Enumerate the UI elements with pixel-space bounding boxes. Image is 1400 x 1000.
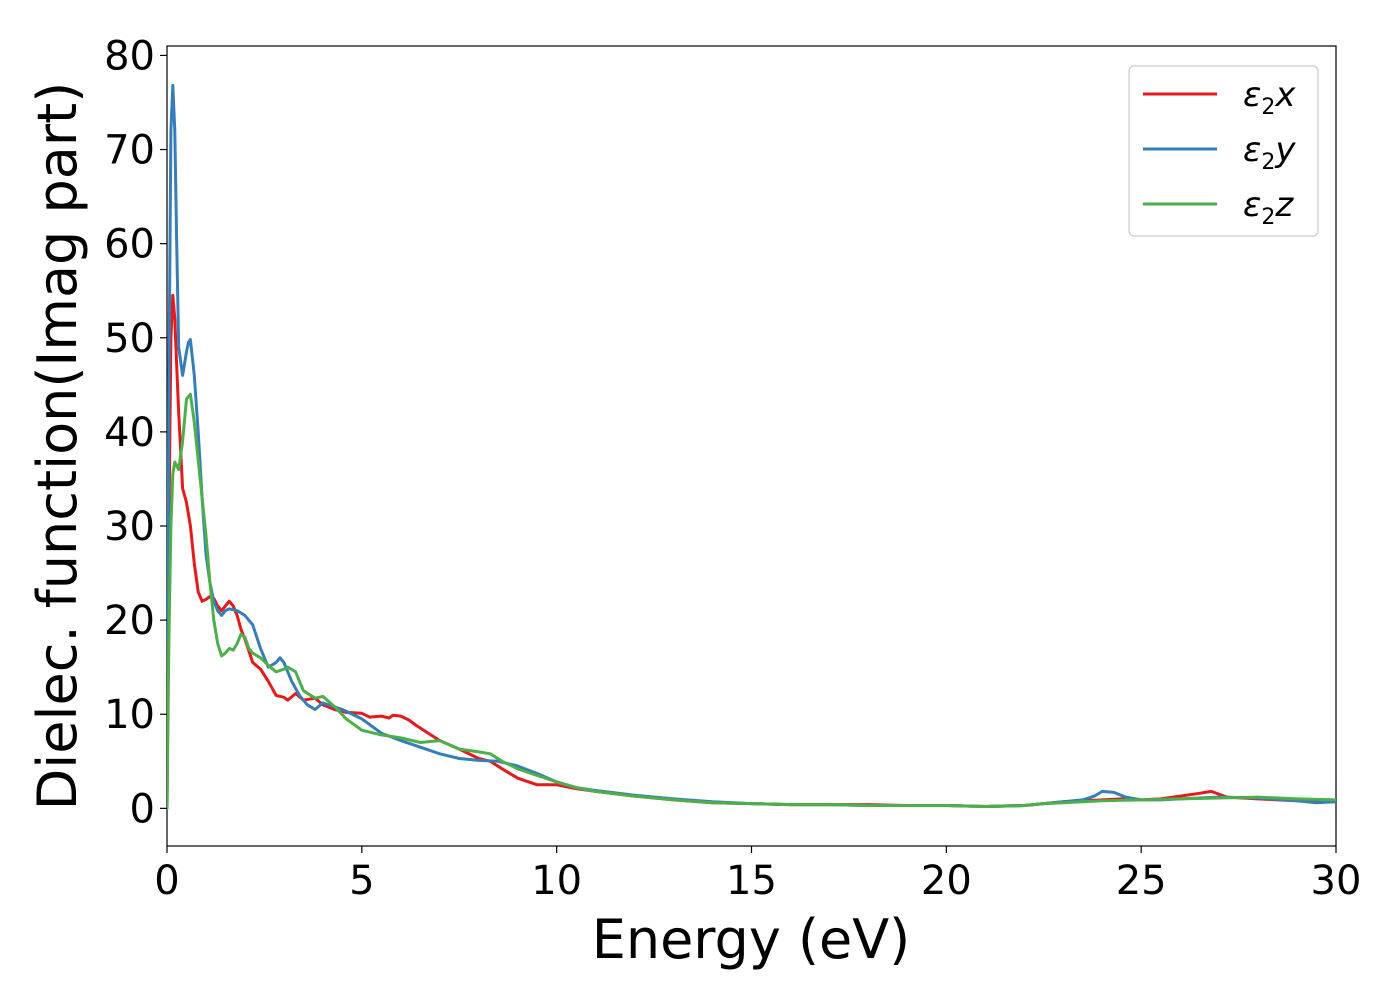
x-tick-label: 25 [1116,858,1167,904]
x-tick-label: 20 [921,858,972,904]
y-tick-label: 30 [104,504,155,550]
y-axis-ticks: 0 10 20 30 40 50 60 70 80 [104,33,167,832]
x-tick-label: 0 [154,858,179,904]
y-tick-label: 80 [104,33,155,79]
y-tick-label: 20 [104,598,155,644]
y-tick-label: 50 [104,316,155,362]
legend-label-y: ε2y [1243,130,1296,175]
series-layer [167,84,1336,810]
legend: ε2x ε2y ε2z [1128,65,1319,237]
x-axis-ticks: 0 5 10 15 20 25 30 [154,846,1361,904]
x-axis-title: Energy (eV) [592,908,911,971]
y-tick-label: 70 [104,128,155,174]
x-tick-label: 5 [349,858,374,904]
y-tick-label: 0 [130,786,155,832]
y-tick-label: 40 [104,410,155,456]
x-tick-label: 30 [1311,858,1362,904]
x-tick-label: 10 [531,858,582,904]
series-line-z [167,392,1336,810]
y-tick-label: 10 [104,692,155,738]
legend-label-z: ε2z [1243,185,1294,230]
legend-label-x: ε2x [1243,75,1296,120]
x-tick-label: 15 [726,858,777,904]
y-axis-title: Dielec. function(Imag part) [26,82,89,811]
legend-box [1128,65,1319,237]
y-tick-label: 60 [104,222,155,268]
